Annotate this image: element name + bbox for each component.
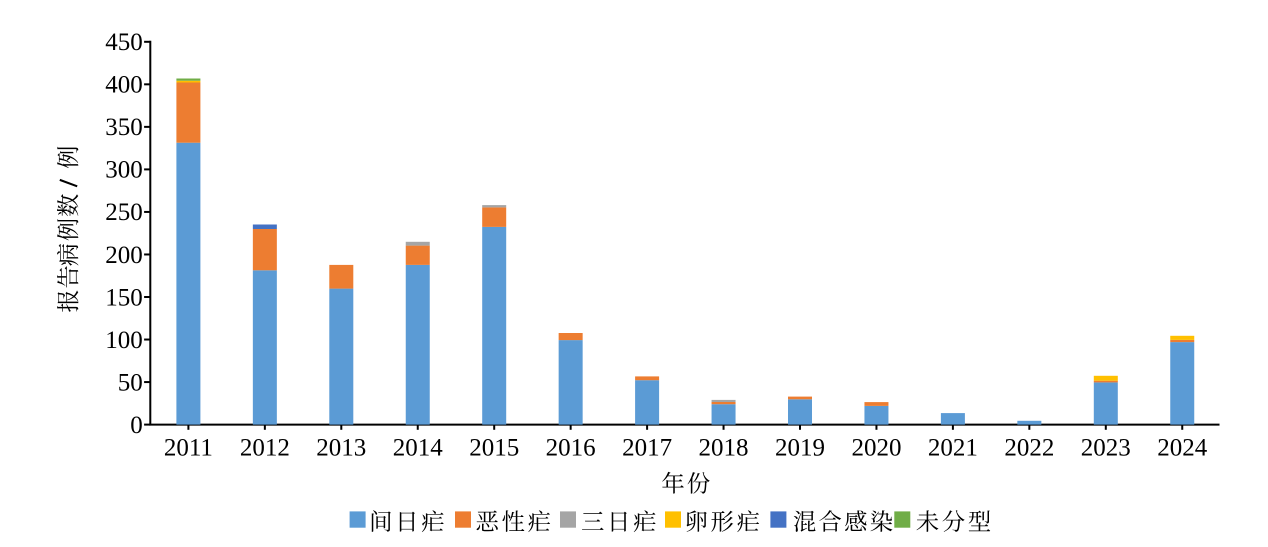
- svg-text:350: 350: [105, 114, 143, 141]
- svg-text:2021: 2021: [928, 435, 978, 462]
- svg-text:2015: 2015: [469, 435, 519, 462]
- svg-text:250: 250: [105, 199, 143, 226]
- svg-text:2014: 2014: [393, 435, 444, 462]
- svg-text:300: 300: [105, 157, 143, 184]
- svg-text:2012: 2012: [240, 435, 290, 462]
- svg-text:2016: 2016: [546, 435, 596, 462]
- svg-text:2019: 2019: [775, 435, 825, 462]
- svg-text:200: 200: [105, 242, 143, 269]
- svg-text:2022: 2022: [1004, 435, 1054, 462]
- svg-text:450: 450: [105, 29, 143, 56]
- svg-text:0: 0: [130, 412, 143, 439]
- svg-text:2020: 2020: [851, 435, 901, 462]
- svg-text:2018: 2018: [699, 435, 749, 462]
- svg-text:400: 400: [105, 72, 143, 99]
- svg-text:2023: 2023: [1081, 435, 1131, 462]
- svg-text:2017: 2017: [622, 435, 672, 462]
- svg-text:2024: 2024: [1157, 435, 1208, 462]
- svg-text:100: 100: [105, 327, 143, 354]
- svg-text:2011: 2011: [164, 435, 213, 462]
- svg-text:150: 150: [105, 284, 143, 311]
- svg-text:50: 50: [118, 369, 143, 396]
- svg-text:2013: 2013: [316, 435, 366, 462]
